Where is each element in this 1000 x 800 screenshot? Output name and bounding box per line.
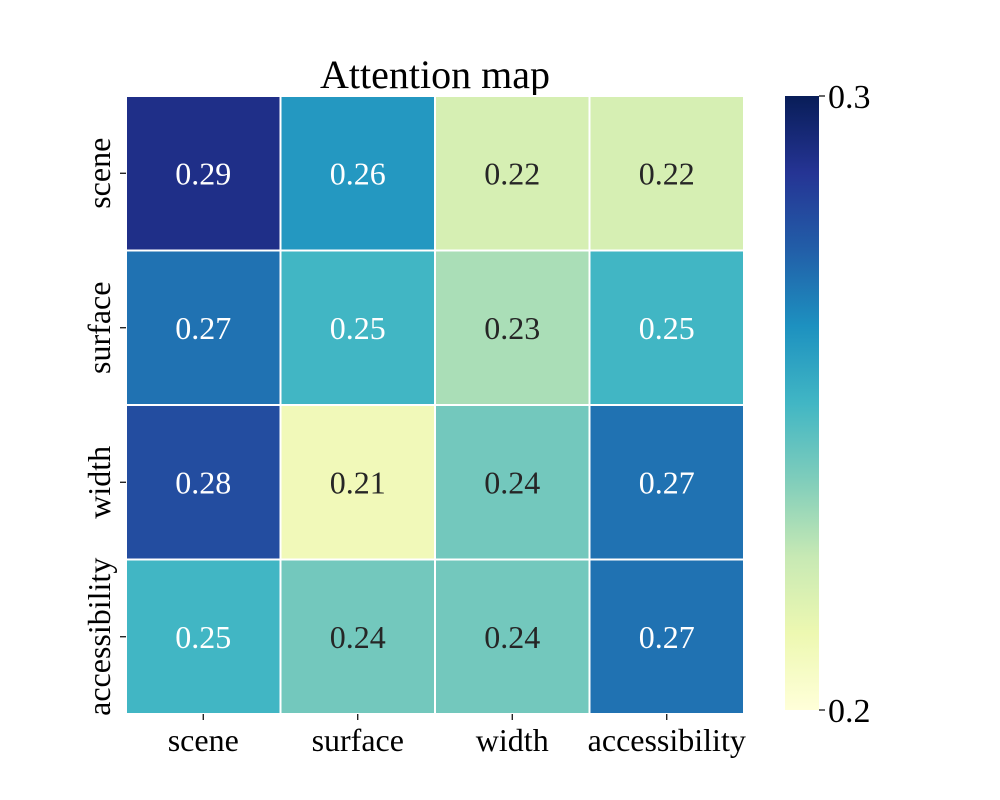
y-tick-label: width	[81, 446, 117, 519]
heatmap-cell	[279, 95, 436, 252]
heatmap-cell	[279, 558, 436, 715]
chart-title: Attention map	[320, 52, 550, 97]
cell-value-label: 0.24	[330, 619, 386, 655]
cell-value-label: 0.25	[175, 619, 231, 655]
heatmap-cell	[125, 95, 282, 252]
cell-value-label: 0.28	[175, 464, 231, 500]
heatmap-cell	[279, 404, 436, 561]
heatmap-cell	[434, 95, 591, 252]
y-tick-label: surface	[81, 282, 117, 374]
cell-value-label: 0.27	[639, 464, 695, 500]
x-axis-ticks: scene surface width accessibility	[168, 714, 746, 758]
heatmap-cell	[125, 249, 282, 406]
x-tick-label: accessibility	[588, 722, 746, 758]
colorbar-scale	[785, 96, 819, 710]
heatmap-cell	[588, 95, 745, 252]
heatmap-cell	[588, 558, 745, 715]
x-tick-label: scene	[168, 722, 239, 758]
x-tick-label: width	[476, 722, 549, 758]
cell-value-label: 0.29	[175, 155, 231, 191]
colorbar: 0.2 0.3	[785, 79, 871, 730]
cell-value-label: 0.22	[484, 155, 540, 191]
colorbar-tick-label: 0.3	[828, 79, 871, 116]
cell-value-label: 0.25	[639, 310, 695, 346]
x-tick-label: surface	[312, 722, 404, 758]
cell-value-label: 0.24	[484, 619, 540, 655]
cell-value-label: 0.22	[639, 155, 695, 191]
cell-value-label: 0.27	[639, 619, 695, 655]
y-axis-ticks: scene surface width accessibility	[81, 138, 126, 716]
colorbar-tick-label: 0.2	[828, 693, 871, 730]
y-tick-label: accessibility	[81, 558, 117, 716]
cell-value-label: 0.25	[330, 310, 386, 346]
heatmap-cell	[125, 558, 282, 715]
y-tick-label: scene	[81, 138, 117, 209]
heatmap-cells: 0.29 0.26 0.22 0.22 0.27 0.25 0.23 0.25 0.28 0.21…	[125, 95, 745, 715]
cell-value-label: 0.27	[175, 310, 231, 346]
cell-value-label: 0.24	[484, 464, 540, 500]
cell-value-label: 0.26	[330, 155, 386, 191]
cell-value-label: 0.21	[330, 464, 386, 500]
heatmap-cell	[588, 404, 745, 561]
cell-value-label: 0.23	[484, 310, 540, 346]
heatmap-cell	[279, 249, 436, 406]
heatmap-cell	[588, 249, 745, 406]
